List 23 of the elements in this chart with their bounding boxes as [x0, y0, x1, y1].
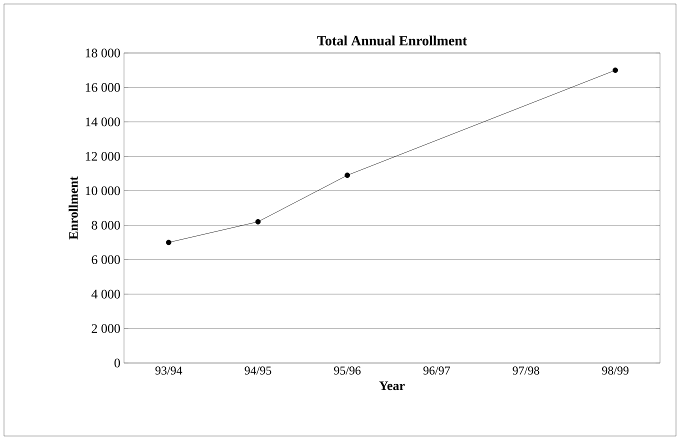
y-tick-label: 4 000 [91, 290, 120, 298]
x-tick-label: 97/98 [512, 366, 540, 375]
x-tick-label: 93/94 [155, 366, 182, 375]
y-tick-label: 16 000 [86, 83, 120, 92]
y-tick-label: 18 000 [86, 48, 120, 58]
point [344, 172, 350, 178]
y-tick-label: 12 000 [86, 152, 120, 161]
chart-title: Total Annual Enrollment [317, 36, 468, 46]
x-tick-label: 95/96 [334, 366, 361, 375]
y-tick-label: 2 000 [92, 324, 120, 333]
y-axis-title: Enrollment [68, 176, 78, 240]
y-tick-label: 6 000 [92, 255, 120, 264]
point [166, 240, 172, 246]
x-tick-label: 94/95 [244, 366, 272, 375]
point [612, 68, 618, 73]
x-axis-title: Year [379, 381, 405, 390]
y-tick-label: 0 [114, 358, 120, 368]
x-tick-label: 96/97 [423, 366, 450, 375]
y-tick-label: 14 000 [86, 118, 120, 126]
point [255, 219, 261, 224]
x-tick-label: 98/99 [602, 366, 629, 375]
y-tick-label: 10 000 [86, 186, 120, 196]
y-tick-label: 8 000 [92, 220, 120, 230]
